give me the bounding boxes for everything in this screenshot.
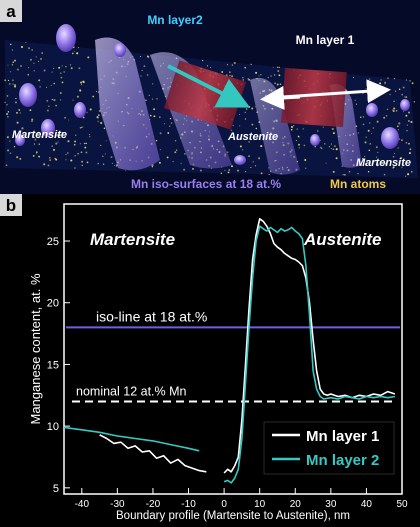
x-tick-label: 30 — [325, 499, 337, 510]
y-axis-label: Manganese content, at. % — [28, 273, 43, 424]
y-tick-label: 25 — [47, 236, 59, 248]
mn-layer1-slab — [281, 67, 347, 128]
region-label-austenite: Austenite — [303, 230, 381, 249]
chart-legend: Mn layer 1 Mn layer 2 — [263, 421, 395, 475]
plot-frame — [63, 203, 403, 495]
panel-a-apt-reconstruction: a Mn layer2 Mn layer 1 Martensite Austen… — [0, 0, 420, 194]
x-tick-label: 0 — [221, 499, 227, 510]
x-tick-label: -30 — [110, 499, 125, 510]
mn-layer2-slab — [163, 60, 247, 130]
y-tick-label: 20 — [47, 298, 59, 310]
iso-line-label: iso-line at 18 at.% — [96, 308, 207, 324]
label-austenite: Austenite — [227, 131, 278, 143]
mn-iso-surface-blobs — [15, 24, 410, 165]
series-line-layer2-segment-1 — [63, 426, 200, 452]
label-mn-layer2: Mn layer2 — [147, 13, 203, 27]
legend-mn-atoms: Mn atoms — [330, 177, 386, 191]
panel-b-chart: b 5 10 15 20 25 -40 -30 -20 -10 0 10 20 30 40 50 Mang… — [0, 194, 420, 522]
panel-letter-a: a — [6, 2, 16, 21]
x-tick-label: -20 — [146, 499, 161, 510]
x-tick-label: -40 — [75, 499, 90, 510]
iso-surface-band — [95, 37, 160, 171]
apt-reconstruction-image: a Mn layer2 Mn layer 1 Martensite Austen… — [0, 0, 420, 194]
region-label-martensite: Martensite — [90, 230, 175, 249]
series-line-layer1-segment-1 — [99, 434, 207, 473]
legend-mn-iso-surfaces: Mn iso-surfaces at 18 at.% — [131, 177, 281, 191]
legend-label-layer2: Mn layer 2 — [306, 452, 379, 469]
label-mn-layer1: Mn layer 1 — [296, 33, 355, 47]
x-tick-label: 50 — [396, 499, 408, 510]
nominal-line-label: nominal 12 at.% Mn — [76, 384, 187, 398]
mn-layer2-profile-arrow — [167, 64, 251, 108]
x-tick-label: 20 — [290, 499, 302, 510]
y-tick-label: 10 — [47, 421, 59, 433]
x-axis: -40 -30 -20 -10 0 10 20 30 40 50 — [75, 488, 408, 510]
x-axis-label: Boundary profile (Martensite to Austenit… — [116, 510, 350, 522]
y-tick-label: 15 — [47, 359, 59, 371]
series-layer — [63, 217, 396, 484]
x-tick-label: 40 — [361, 499, 373, 510]
manganese-profile-chart: b 5 10 15 20 25 -40 -30 -20 -10 0 10 20 30 40 50 Mang… — [0, 194, 408, 522]
label-martensite-right: Martensite — [356, 157, 411, 169]
series-line-layer2-segment-2 — [223, 225, 396, 484]
y-tick-label: 5 — [53, 483, 59, 495]
y-axis: 5 10 15 20 25 — [47, 236, 70, 495]
x-tick-label: -10 — [181, 499, 196, 510]
label-martensite-left: Martensite — [12, 129, 67, 141]
legend-label-layer1: Mn layer 1 — [306, 428, 379, 445]
x-tick-label: 10 — [254, 499, 266, 510]
panel-letter-b: b — [6, 196, 16, 215]
